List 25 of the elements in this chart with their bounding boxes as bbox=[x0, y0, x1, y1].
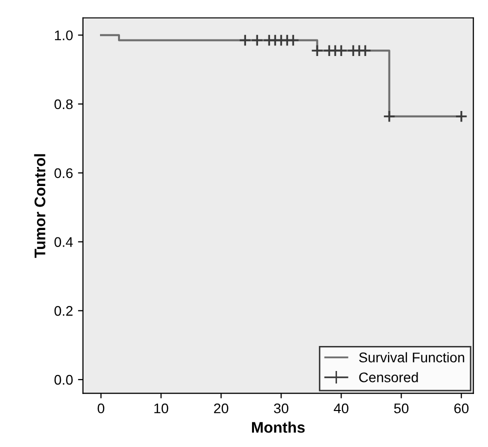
y-tick-label: 1.0 bbox=[54, 30, 73, 40]
y-tick-label: 0.4 bbox=[54, 237, 73, 247]
x-tick-label: 10 bbox=[154, 403, 168, 414]
x-tick-label: 20 bbox=[214, 403, 228, 414]
x-tick-label: 0 bbox=[98, 403, 104, 414]
point bbox=[286, 34, 300, 47]
y-axis-title: Tumor Control bbox=[34, 154, 46, 258]
point bbox=[382, 110, 396, 123]
y-tick-label: 0.6 bbox=[54, 168, 73, 178]
point bbox=[358, 44, 372, 57]
y-tick-label: 0.0 bbox=[54, 374, 73, 385]
x-tick-label: 40 bbox=[334, 403, 348, 414]
point bbox=[310, 44, 324, 57]
legend-label: Censored bbox=[359, 372, 418, 382]
x-tick-label: 30 bbox=[274, 403, 288, 414]
legend-label: Survival Function bbox=[359, 352, 464, 362]
y-tick-label: 0.2 bbox=[54, 306, 73, 316]
x-axis-title: Months bbox=[252, 422, 305, 433]
point bbox=[238, 34, 252, 47]
point bbox=[250, 34, 264, 47]
y-tick-label: 0.8 bbox=[54, 99, 73, 110]
point bbox=[334, 44, 348, 57]
x-tick-label: 60 bbox=[454, 403, 469, 414]
x-tick-label: 50 bbox=[394, 403, 408, 414]
point bbox=[455, 110, 468, 123]
